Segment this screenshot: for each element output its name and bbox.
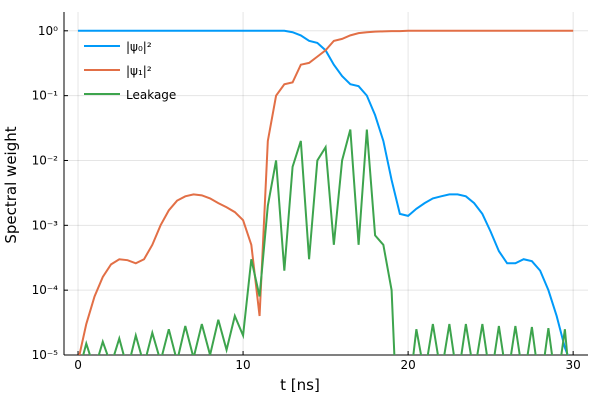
y-tick-label: 10⁻⁵ [32, 348, 59, 362]
legend-label: |ψ₀|² [126, 40, 152, 54]
x-tick-label: 10 [235, 358, 250, 372]
y-tick-label: 10⁻⁴ [32, 283, 59, 297]
y-tick-label: 10⁻¹ [32, 89, 59, 103]
legend-label: Leakage [126, 88, 176, 102]
series-line [78, 29, 569, 355]
series-line [78, 29, 574, 355]
plot-area [78, 29, 574, 355]
x-tick-label: 30 [566, 358, 581, 372]
y-tick-label: 10⁻² [32, 153, 59, 167]
x-tick-label: 20 [400, 358, 415, 372]
y-tick-label: 10⁻³ [32, 218, 59, 232]
y-axis-label: Spectral weight [2, 126, 20, 243]
x-axis-label: t [ns] [280, 376, 320, 394]
y-tick-label: 10⁰ [38, 24, 58, 38]
legend-label: |ψ₁|² [126, 64, 152, 78]
series-line [82, 129, 569, 355]
x-tick-label: 0 [74, 358, 82, 372]
